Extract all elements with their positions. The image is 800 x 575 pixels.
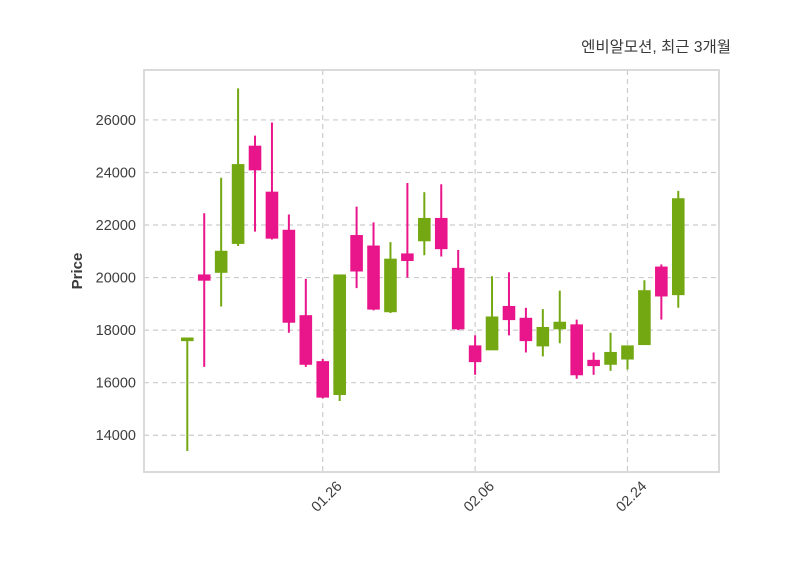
candle-body	[485, 316, 499, 351]
plot-border	[143, 69, 720, 473]
candle-body	[451, 267, 465, 330]
candle-body	[214, 250, 228, 273]
candle	[587, 352, 600, 375]
candle-body	[587, 359, 600, 367]
x-tick-label: 01.26	[309, 479, 346, 516]
candle	[401, 182, 414, 278]
candle	[350, 206, 363, 289]
candle	[451, 249, 465, 331]
candle-body	[231, 164, 245, 244]
candle	[316, 359, 330, 399]
candle	[604, 332, 617, 371]
candle-body	[655, 266, 668, 297]
y-tick-label: 24000	[96, 165, 136, 181]
candle	[418, 192, 431, 256]
candle-body	[553, 321, 567, 330]
candle	[214, 177, 228, 307]
candle	[231, 88, 245, 247]
candle-body	[333, 274, 346, 395]
y-tick-label: 22000	[96, 218, 136, 234]
candle	[519, 307, 533, 353]
x-tick-label: 02.06	[461, 479, 498, 516]
candle-body	[282, 229, 296, 323]
candle	[265, 122, 279, 240]
candlesticks	[181, 88, 685, 451]
x-axis-tick-labels: 01.26 02.06 02.24	[309, 479, 651, 516]
candle-body	[570, 324, 583, 376]
candle	[655, 264, 668, 320]
candle	[638, 280, 651, 346]
candle	[282, 214, 296, 333]
candle	[248, 135, 262, 232]
candle-body	[181, 337, 194, 342]
candle-body	[248, 145, 262, 171]
candle	[434, 184, 448, 257]
candle	[384, 242, 397, 314]
candle-body	[519, 317, 533, 342]
candle-body	[384, 258, 397, 313]
candle-body	[299, 315, 313, 365]
candle	[485, 276, 499, 351]
candle-body	[536, 326, 550, 347]
candle	[621, 345, 634, 370]
y-tick-label: 18000	[96, 323, 136, 339]
candle-body	[265, 191, 279, 239]
y-tick-label: 20000	[96, 271, 136, 287]
y-axis-label: Price	[69, 253, 86, 290]
candle-body	[671, 198, 685, 296]
candle-body	[621, 345, 634, 360]
candle	[197, 213, 211, 367]
y-tick-label: 16000	[96, 376, 136, 392]
candle	[502, 272, 516, 336]
candle-body	[197, 274, 211, 281]
candle-body	[638, 290, 651, 346]
candle	[468, 335, 482, 375]
candle-body	[316, 361, 330, 398]
chart-title: 엔비알모션, 최근 3개월	[581, 38, 731, 56]
candle	[570, 319, 583, 379]
candle-body	[468, 345, 482, 363]
y-tick-label: 14000	[96, 428, 136, 444]
candle-body	[434, 217, 448, 250]
candle-body	[418, 217, 431, 242]
candle	[553, 290, 567, 344]
x-tick-label: 02.24	[613, 479, 650, 516]
candle-body	[350, 235, 363, 272]
candle-body	[367, 245, 380, 310]
candle	[299, 278, 313, 367]
candle	[536, 309, 550, 357]
y-axis-tick-labels: 14000 16000 18000 20000 22000 24000 26000	[96, 113, 136, 444]
candle	[181, 337, 194, 451]
candle	[367, 222, 380, 311]
candle	[671, 190, 685, 308]
candle	[333, 274, 346, 402]
candle-body	[604, 351, 617, 365]
gridlines	[144, 70, 719, 472]
candle-body	[401, 253, 414, 261]
candle-body	[502, 305, 516, 321]
y-tick-label: 26000	[96, 113, 136, 129]
